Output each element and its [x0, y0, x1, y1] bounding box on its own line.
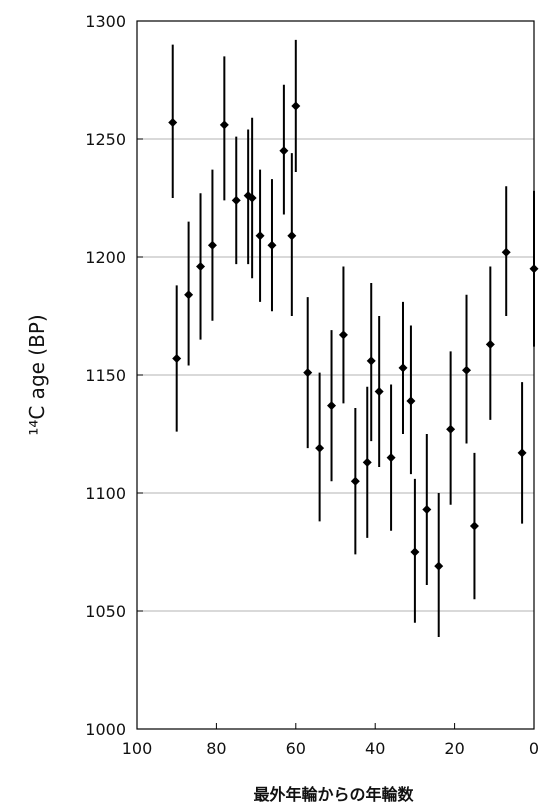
x-tick-label: 0 — [529, 739, 539, 758]
data-point-12 — [287, 153, 297, 316]
x-tick-label: 40 — [365, 739, 385, 758]
data-point-33 — [517, 382, 527, 524]
diamond-marker — [501, 247, 511, 257]
data-point-32 — [501, 186, 511, 316]
diamond-marker — [406, 396, 416, 406]
diamond-marker — [267, 240, 277, 250]
diamond-marker — [462, 365, 472, 375]
data-point-18 — [350, 408, 360, 555]
data-point-17 — [338, 266, 348, 404]
diamond-marker — [219, 120, 229, 130]
data-point-15 — [315, 372, 325, 522]
y-tick-label: 1100 — [85, 484, 126, 503]
diamond-marker — [255, 231, 265, 241]
y-tick-label: 1300 — [85, 12, 126, 31]
diamond-marker — [366, 356, 376, 366]
y-axis-title: ¹⁴C age (BP) — [25, 314, 49, 435]
gridlines — [137, 138, 534, 612]
diamond-marker — [485, 339, 495, 349]
data-point-24 — [406, 325, 416, 475]
data-point-26 — [422, 434, 432, 586]
diamond-marker — [529, 264, 539, 274]
x-axis-ticks: 100 80 60 40 20 0 — [122, 723, 539, 758]
data-point-28 — [446, 351, 456, 505]
diamond-marker — [247, 193, 257, 203]
data-point-30 — [469, 452, 479, 600]
diamond-marker — [168, 117, 178, 127]
data-point-31 — [485, 266, 495, 420]
y-tick-label: 1000 — [85, 720, 126, 739]
diamond-marker — [469, 521, 479, 531]
y-tick-label: 1250 — [85, 130, 126, 149]
diamond-marker — [386, 453, 396, 463]
data-point-27 — [434, 493, 444, 637]
data-point-22 — [386, 384, 396, 531]
diamond-marker — [303, 368, 313, 378]
diamond-marker — [350, 476, 360, 486]
data-point-1 — [172, 285, 182, 432]
diamond-marker — [287, 231, 297, 241]
diamond-marker — [410, 547, 420, 557]
data-point-8 — [247, 117, 257, 279]
data-point-19 — [362, 386, 372, 538]
diamond-marker — [231, 195, 241, 205]
x-axis-title: 最外年輪からの年輪数 — [253, 785, 414, 804]
data-point-11 — [279, 84, 289, 215]
y-tick-label: 1050 — [85, 602, 126, 621]
data-point-25 — [410, 478, 420, 623]
diamond-marker — [315, 443, 325, 453]
x-tick-label: 80 — [206, 739, 226, 758]
y-axis-ticks: 1000 1050 1100 1150 1200 1250 1300 — [85, 12, 143, 739]
data-point-23 — [398, 301, 408, 434]
diamond-marker — [279, 146, 289, 156]
y-tick-label: 1150 — [85, 366, 126, 385]
data-points — [168, 39, 539, 637]
data-point-21 — [374, 316, 384, 468]
data-point-29 — [462, 294, 472, 444]
diamond-marker — [446, 424, 456, 434]
diamond-marker — [374, 387, 384, 397]
data-point-3 — [196, 193, 206, 340]
diamond-marker — [434, 561, 444, 571]
data-point-9 — [255, 169, 265, 302]
data-point-20 — [366, 282, 376, 442]
diamond-marker — [338, 330, 348, 340]
diamond-marker — [398, 363, 408, 373]
data-point-2 — [184, 221, 194, 366]
diamond-marker — [207, 240, 217, 250]
data-point-16 — [327, 330, 337, 482]
data-point-10 — [267, 179, 277, 312]
diamond-marker — [517, 448, 527, 458]
x-tick-label: 60 — [286, 739, 306, 758]
data-point-14 — [303, 297, 313, 449]
data-point-6 — [231, 136, 241, 265]
diamond-marker — [291, 101, 301, 111]
diamond-marker — [327, 401, 337, 411]
data-point-13 — [291, 39, 301, 173]
data-point-34 — [529, 190, 539, 347]
data-point-0 — [168, 44, 178, 198]
y-tick-label: 1200 — [85, 248, 126, 267]
data-point-4 — [207, 169, 217, 321]
diamond-marker — [184, 290, 194, 300]
diamond-marker — [422, 505, 432, 515]
x-tick-label: 20 — [444, 739, 464, 758]
data-point-5 — [219, 56, 229, 201]
x-tick-label: 100 — [122, 739, 153, 758]
diamond-marker — [172, 353, 182, 363]
diamond-marker — [362, 457, 372, 467]
diamond-marker — [196, 261, 206, 271]
